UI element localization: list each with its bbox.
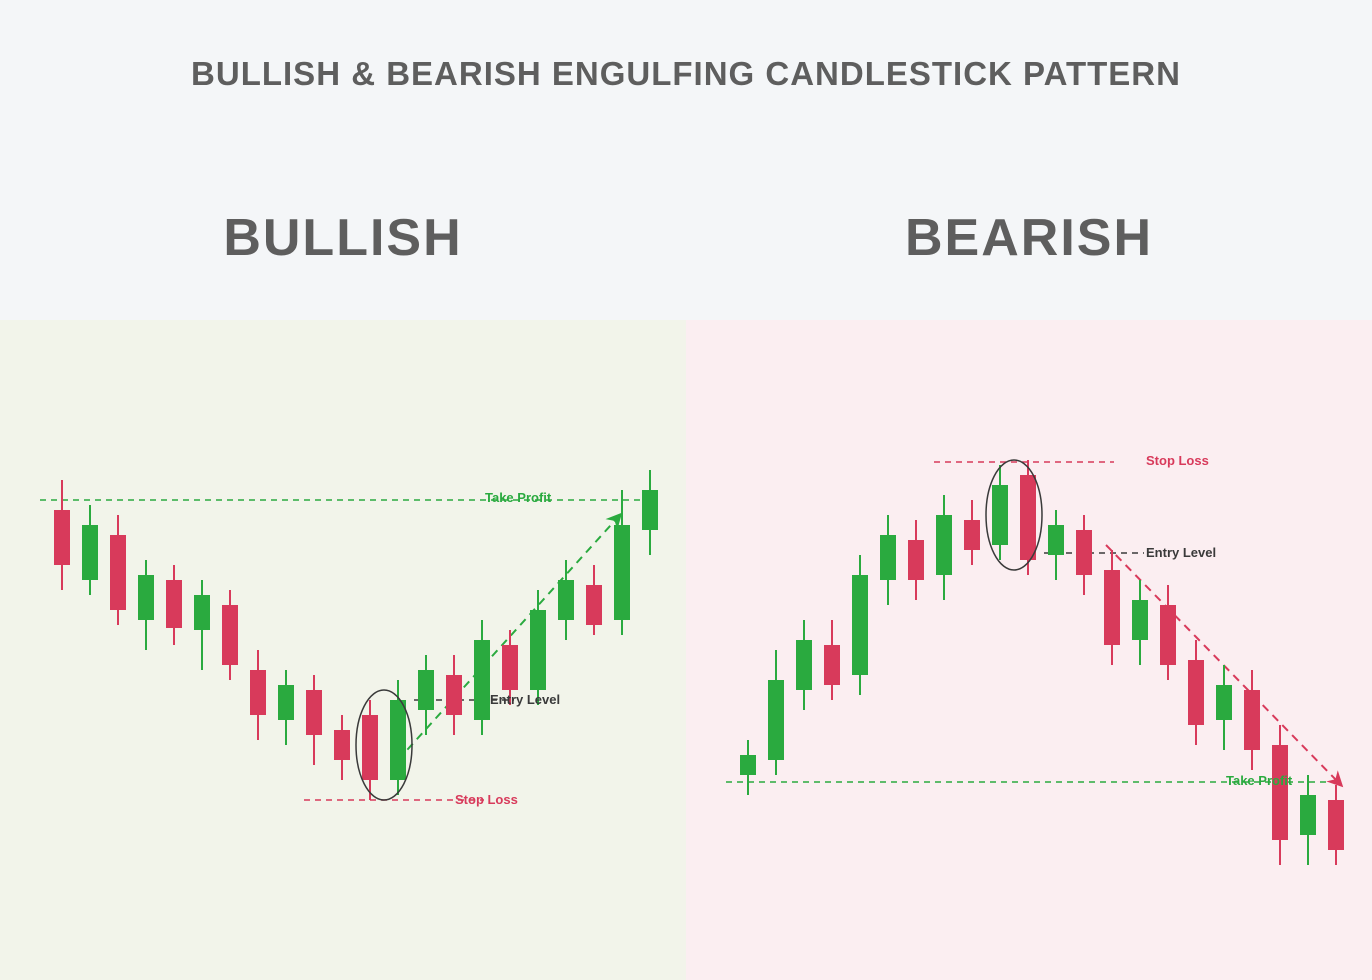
candle-body <box>1272 745 1288 840</box>
candle-body <box>306 690 322 735</box>
take-profit-label: Take Profit <box>1226 773 1292 788</box>
candle-body <box>474 640 490 720</box>
candle-body <box>166 580 182 628</box>
candle-body <box>194 595 210 630</box>
page: BULLISH & BEARISH ENGULFING CANDLESTICK … <box>0 0 1372 980</box>
candle-body <box>54 510 70 565</box>
stop-loss-label: Stop Loss <box>455 792 518 807</box>
subtitles-row: BULLISH BEARISH <box>0 208 1372 268</box>
candle-body <box>992 485 1008 545</box>
candle-body <box>824 645 840 685</box>
candle-body <box>446 675 462 715</box>
main-title: BULLISH & BEARISH ENGULFING CANDLESTICK … <box>191 55 1181 93</box>
candle-body <box>796 640 812 690</box>
candle-body <box>1328 800 1344 850</box>
candle-body <box>740 755 756 775</box>
candle-body <box>908 540 924 580</box>
candle-body <box>1048 525 1064 555</box>
bullish-subtitle: BULLISH <box>0 208 686 268</box>
candle-body <box>768 680 784 760</box>
candle-body <box>642 490 658 530</box>
candle-body <box>1076 530 1092 575</box>
candle-body <box>82 525 98 580</box>
candle-body <box>1104 570 1120 645</box>
candle-body <box>1160 605 1176 665</box>
bearish-chart-svg <box>686 320 1372 980</box>
candle-body <box>936 515 952 575</box>
candle-body <box>1300 795 1316 835</box>
charts-row: Take Profit Entry Level Stop Loss Stop Los… <box>0 320 1372 980</box>
candle-body <box>390 700 406 780</box>
stop-loss-label: Stop Loss <box>1146 453 1209 468</box>
candle-body <box>278 685 294 720</box>
candle-body <box>852 575 868 675</box>
candle-body <box>558 580 574 620</box>
bullish-chart-svg <box>0 320 686 980</box>
candle-body <box>362 715 378 780</box>
candle-body <box>110 535 126 610</box>
candle-body <box>502 645 518 690</box>
candle-body <box>138 575 154 620</box>
bullish-chart-panel: Take Profit Entry Level Stop Loss <box>0 320 686 980</box>
candle-body <box>1216 685 1232 720</box>
candle-body <box>222 605 238 665</box>
bearish-subtitle: BEARISH <box>686 208 1372 268</box>
take-profit-label: Take Profit <box>485 490 551 505</box>
candle-body <box>1244 690 1260 750</box>
candle-body <box>250 670 266 715</box>
candle-body <box>418 670 434 710</box>
candle-body <box>530 610 546 690</box>
candle-body <box>614 525 630 620</box>
candle-body <box>1132 600 1148 640</box>
candle-body <box>334 730 350 760</box>
candle-body <box>1188 660 1204 725</box>
candle-body <box>586 585 602 625</box>
candle-body <box>1020 475 1036 560</box>
entry-level-label: Entry Level <box>1146 545 1216 560</box>
header: BULLISH & BEARISH ENGULFING CANDLESTICK … <box>0 0 1372 320</box>
candle-body <box>880 535 896 580</box>
entry-level-label: Entry Level <box>490 692 560 707</box>
candle-body <box>964 520 980 550</box>
bearish-chart-panel: Stop Loss Entry Level Take Profit <box>686 320 1372 980</box>
